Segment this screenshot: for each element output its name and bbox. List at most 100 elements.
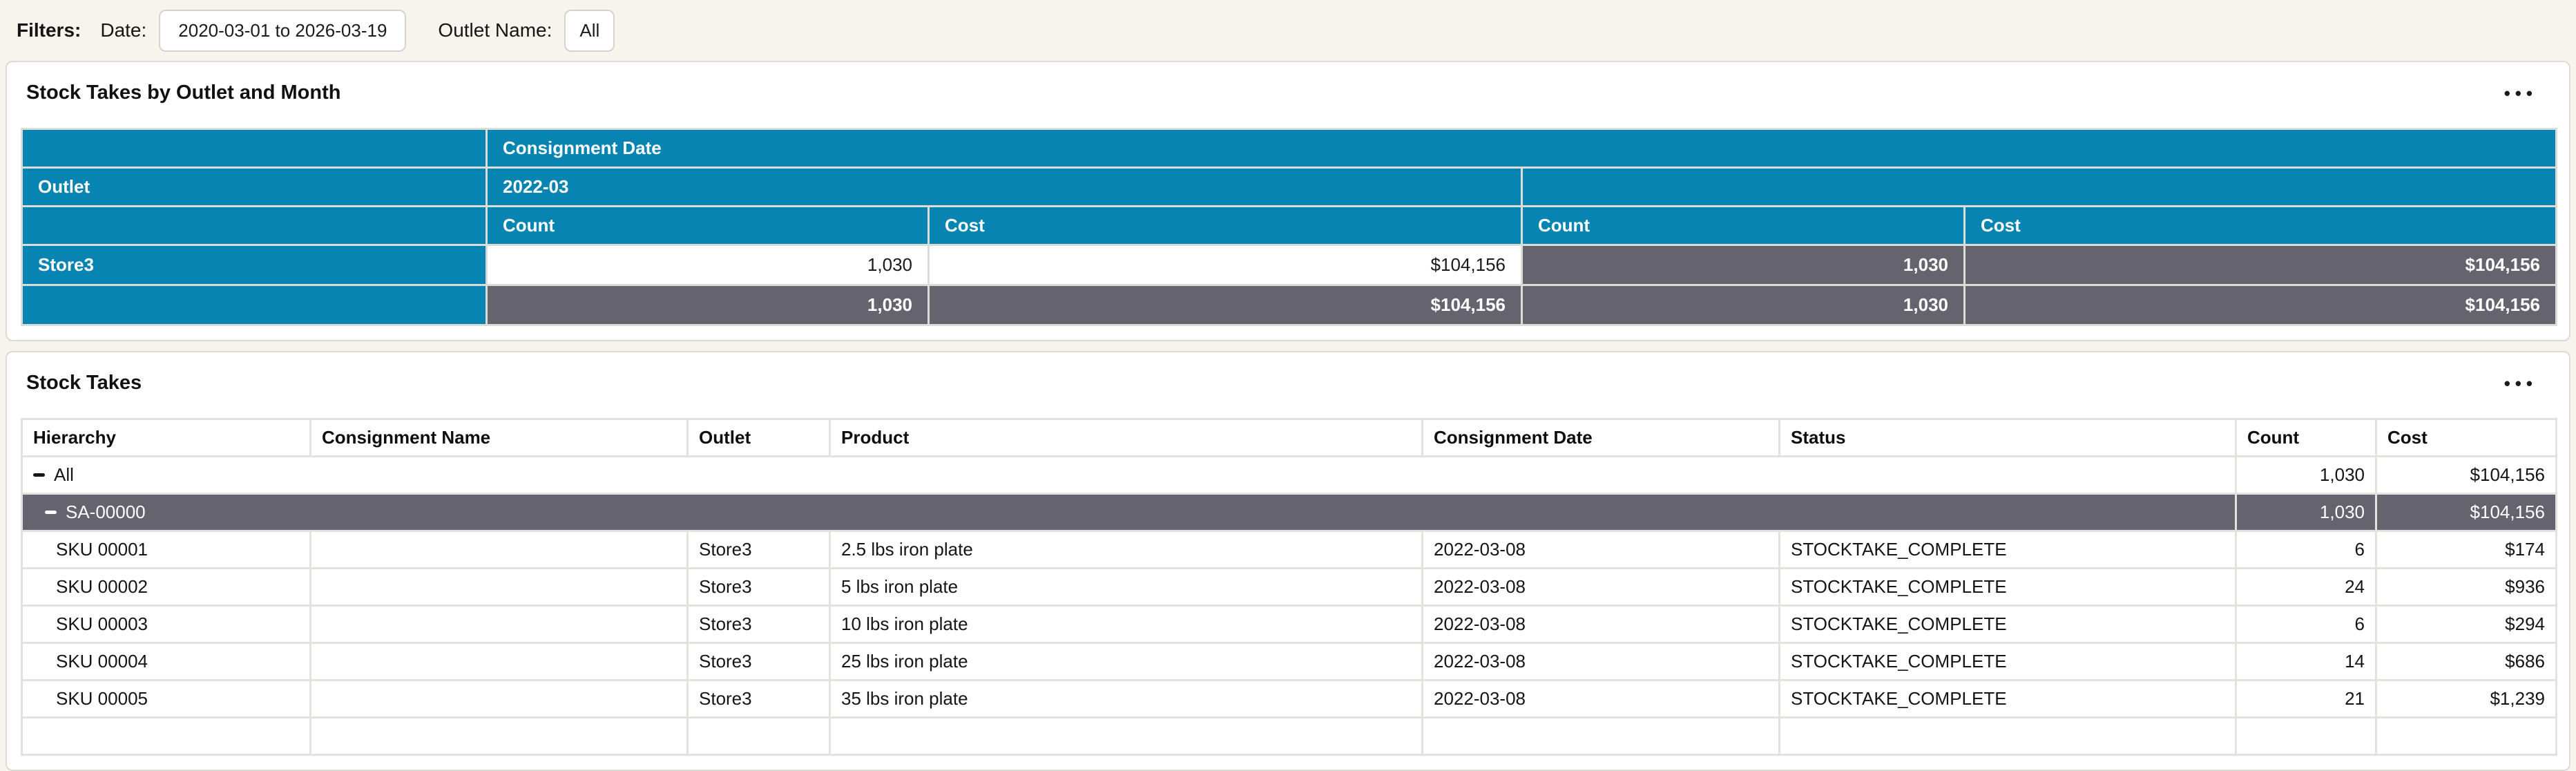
pivot-outlet-cell: Store3 (21, 244, 488, 286)
count-cell: 6 (2235, 530, 2377, 569)
cost-cell: $174 (2375, 530, 2557, 569)
product-cell: 2.5 lbs iron plate (829, 530, 1423, 569)
outlet-name-filter[interactable]: All (564, 9, 615, 52)
collapse-minus-icon[interactable] (33, 473, 45, 477)
consignment-name-cell (309, 605, 689, 644)
pivot-count-cell: 1,030 (486, 244, 930, 286)
pivot-cost-cell: $104,156 (927, 244, 1523, 286)
status-cell (1778, 716, 2237, 756)
table-row: SKU 00005 Store3 35 lbs iron plate 2022-… (21, 679, 2557, 718)
hierarchy-cell (21, 716, 311, 756)
product-cell: 35 lbs iron plate (829, 679, 1423, 718)
pivot-cost-header: Cost (927, 205, 1523, 246)
hierarchy-label: SA-00000 (66, 502, 146, 522)
count-cell: 14 (2235, 642, 2377, 681)
col-header-count: Count (2235, 418, 2377, 457)
hierarchy-label: All (54, 464, 74, 485)
col-header-status: Status (1778, 418, 2237, 457)
collapse-minus-icon[interactable] (45, 511, 57, 514)
col-header-consignment-date: Consignment Date (1421, 418, 1780, 457)
hierarchy-cell: SKU 00005 (21, 679, 311, 718)
outlet-cell: Store3 (686, 530, 831, 569)
col-header-outlet: Outlet (686, 418, 831, 457)
pivot-data-row: Store3 1,030 $104,156 1,030 $104,156 (21, 244, 2557, 286)
outlet-cell: Store3 (686, 642, 831, 681)
table-row: SKU 00002 Store3 5 lbs iron plate 2022-0… (21, 567, 2557, 607)
outlet-cell (686, 716, 831, 756)
col-header-product: Product (829, 418, 1423, 457)
consignment-name-cell (309, 530, 689, 569)
count-cell: 24 (2235, 567, 2377, 607)
pivot-row-total-count-cell: 1,030 (1521, 244, 1965, 286)
count-cell: 1,030 (2235, 455, 2377, 495)
col-header-cost: Cost (2375, 418, 2557, 457)
pivot-total-group-header (1521, 166, 2557, 207)
product-cell: 10 lbs iron plate (829, 605, 1423, 644)
consignment-date-cell: 2022-03-08 (1421, 679, 1780, 718)
cost-cell: $686 (2375, 642, 2557, 681)
count-cell: 6 (2235, 605, 2377, 644)
outlet-cell: Store3 (686, 567, 831, 607)
pivot-col-group-header: Consignment Date (486, 128, 2557, 169)
more-options-icon[interactable]: ••• (2492, 84, 2550, 102)
outlet-name-filter-label: Outlet Name: (438, 19, 552, 41)
cost-cell: $104,156 (2375, 455, 2557, 495)
stock-takes-table: Hierarchy Consignment Name Outlet Produc… (21, 418, 2557, 756)
count-cell: 21 (2235, 679, 2377, 718)
more-options-icon[interactable]: ••• (2492, 374, 2550, 392)
consignment-date-cell: 2022-03-08 (1421, 530, 1780, 569)
product-cell: 25 lbs iron plate (829, 642, 1423, 681)
count-cell: 1,030 (2235, 493, 2377, 532)
pivot-header-row-1: Consignment Date (21, 128, 2557, 169)
filter-bar: Filters: Date: 2020-03-01 to 2026-03-19 … (0, 0, 2576, 61)
pivot-header-row-2: Outlet 2022-03 (21, 166, 2557, 207)
cost-cell (2375, 716, 2557, 756)
col-header-consignment-name: Consignment Name (309, 418, 689, 457)
panel-stock-takes-by-outlet-month: Stock Takes by Outlet and Month ••• Cons… (6, 61, 2570, 341)
panel-title: Stock Takes by Outlet and Month (26, 82, 341, 104)
cost-cell: $1,239 (2375, 679, 2557, 718)
status-cell: STOCKTAKE_COMPLETE (1778, 530, 2237, 569)
filters-label: Filters: (17, 19, 81, 41)
product-cell (829, 716, 1423, 756)
outlet-cell: Store3 (686, 679, 831, 718)
status-cell: STOCKTAKE_COMPLETE (1778, 605, 2237, 644)
cost-cell: $104,156 (2375, 493, 2557, 532)
pivot-totals-total-count-cell: 1,030 (1521, 284, 1965, 326)
status-cell: STOCKTAKE_COMPLETE (1778, 679, 2237, 718)
pivot-totals-row: 1,030 $104,156 1,030 $104,156 (21, 284, 2557, 326)
pivot-row-group-header: Outlet (21, 166, 488, 207)
col-header-hierarchy: Hierarchy (21, 418, 311, 457)
panel-stock-takes: Stock Takes ••• Hierarchy Consignment Na… (6, 351, 2570, 771)
group-row-sa-00000: SA-00000 1,030 $104,156 (21, 493, 2557, 532)
cost-cell: $294 (2375, 605, 2557, 644)
hierarchy-cell: SKU 00003 (21, 605, 311, 644)
hierarchy-cell: All (21, 455, 2237, 495)
table-row: SKU 00003 Store3 10 lbs iron plate 2022-… (21, 605, 2557, 644)
consignment-date-cell: 2022-03-08 (1421, 642, 1780, 681)
pivot-totals-cost-cell: $104,156 (927, 284, 1523, 326)
table-row: SKU 00004 Store3 25 lbs iron plate 2022-… (21, 642, 2557, 681)
consignment-date-cell: 2022-03-08 (1421, 567, 1780, 607)
table-row-clipped (21, 716, 2557, 756)
panel-header: Stock Takes ••• (21, 368, 2555, 394)
detail-header-row: Hierarchy Consignment Name Outlet Produc… (21, 418, 2557, 457)
outlet-cell: Store3 (686, 605, 831, 644)
status-cell: STOCKTAKE_COMPLETE (1778, 642, 2237, 681)
pivot-table: Consignment Date Outlet 2022-03 Count Co… (21, 128, 2557, 326)
pivot-header-row-3: Count Cost Count Cost (21, 205, 2557, 246)
consignment-name-cell (309, 567, 689, 607)
pivot-row-total-cost-cell: $104,156 (1963, 244, 2557, 286)
table-row: SKU 00001 Store3 2.5 lbs iron plate 2022… (21, 530, 2557, 569)
date-range-input[interactable]: 2020-03-01 to 2026-03-19 (159, 9, 407, 52)
pivot-totals-label-cell (21, 284, 488, 326)
pivot-corner-cell (21, 128, 488, 169)
product-cell: 5 lbs iron plate (829, 567, 1423, 607)
status-cell: STOCKTAKE_COMPLETE (1778, 567, 2237, 607)
pivot-month-header: 2022-03 (486, 166, 1523, 207)
group-row-all: All 1,030 $104,156 (21, 455, 2557, 495)
pivot-totals-count-cell: 1,030 (486, 284, 930, 326)
consignment-date-cell: 2022-03-08 (1421, 605, 1780, 644)
consignment-name-cell (309, 642, 689, 681)
pivot-total-cost-header: Cost (1963, 205, 2557, 246)
